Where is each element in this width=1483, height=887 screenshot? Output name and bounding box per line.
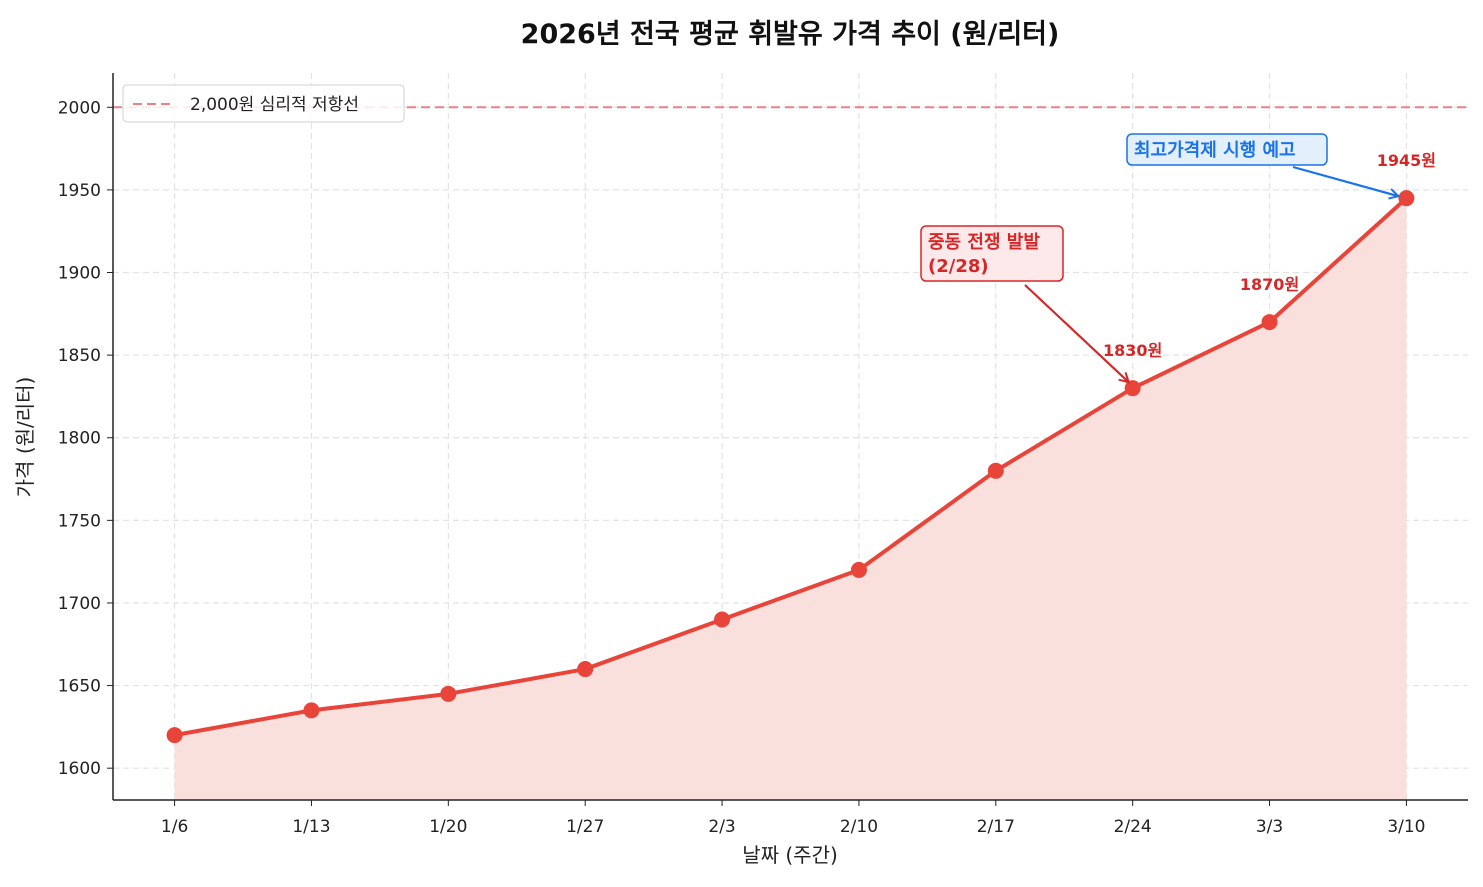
y-tick-label: 2000 bbox=[58, 98, 101, 118]
x-tick-label: 3/3 bbox=[1256, 817, 1283, 837]
y-tick-label: 1600 bbox=[58, 759, 101, 779]
area-fill bbox=[174, 198, 1407, 800]
data-label: 1945원 bbox=[1377, 151, 1436, 170]
data-point-3-10 bbox=[1398, 190, 1415, 207]
x-tick-label: 2/10 bbox=[840, 817, 878, 837]
series bbox=[166, 190, 1415, 744]
annotation-box-price-cap bbox=[1126, 133, 1328, 166]
x-tick-label: 2/17 bbox=[977, 817, 1015, 837]
annotation-text-war: 중동 전쟁 발발 bbox=[928, 232, 1040, 253]
data-labels: 1830원 1870원 1945원 bbox=[1103, 151, 1436, 360]
x-tick-label: 1/6 bbox=[161, 817, 188, 837]
annotation-box-war bbox=[920, 225, 1064, 282]
x-tick-label: 2/24 bbox=[1114, 817, 1152, 837]
data-label: 1870원 bbox=[1240, 275, 1299, 294]
data-point-1-13 bbox=[303, 702, 320, 719]
data-point-3-3 bbox=[1261, 314, 1278, 331]
data-point-2-10 bbox=[850, 561, 867, 578]
y-tick-label: 1750 bbox=[58, 511, 101, 531]
x-tick-label: 1/13 bbox=[292, 817, 330, 837]
annotation-arrow-war bbox=[1024, 284, 1129, 382]
x-tick-label: 1/27 bbox=[566, 817, 604, 837]
legend: 2,000원 심리적 저항선 bbox=[122, 84, 405, 123]
area-under-line bbox=[174, 198, 1407, 800]
x-axis-label: 날짜 (주간) bbox=[742, 843, 838, 867]
x-tick-label: 1/20 bbox=[429, 817, 467, 837]
data-label: 1830원 bbox=[1103, 341, 1162, 360]
x-tick-label: 2/3 bbox=[708, 817, 735, 837]
data-point-2-3 bbox=[714, 611, 731, 628]
y-tick-label: 1950 bbox=[58, 181, 101, 201]
axes: 1600 1650 1700 1750 1800 1850 1900 1950 2000 1/6 1… bbox=[58, 73, 1468, 837]
annotation-arrow-price-cap bbox=[1292, 165, 1398, 196]
data-point-1-20 bbox=[440, 685, 457, 702]
data-point-1-6 bbox=[166, 727, 183, 744]
y-axis-label: 가격 (원/리터) bbox=[13, 377, 37, 498]
y-tick-label: 1700 bbox=[58, 594, 101, 614]
data-point-1-27 bbox=[577, 661, 594, 678]
x-tick-label: 3/10 bbox=[1387, 817, 1425, 837]
annotation-text-war: (2/28) bbox=[928, 256, 989, 277]
y-tick-label: 1800 bbox=[58, 429, 101, 449]
legend-box bbox=[122, 84, 405, 123]
chart-title: 2026년 전국 평균 휘발유 가격 추이 (원/리터) bbox=[521, 19, 1060, 50]
data-point-2-17 bbox=[987, 462, 1004, 479]
annotation-text-price-cap: 최고가격제 시행 예고 bbox=[1134, 140, 1296, 161]
y-tick-label: 1850 bbox=[58, 346, 101, 366]
series-line bbox=[174, 196, 1408, 738]
data-point-2-24 bbox=[1124, 380, 1141, 397]
legend-entry: 2,000원 심리적 저항선 bbox=[190, 95, 359, 115]
y-tick-label: 1900 bbox=[58, 264, 101, 284]
y-tick-label: 1650 bbox=[58, 677, 101, 697]
annotations: 중동 전쟁 발발 (2/28) 최고가격제 시행 예고 bbox=[920, 133, 1398, 382]
